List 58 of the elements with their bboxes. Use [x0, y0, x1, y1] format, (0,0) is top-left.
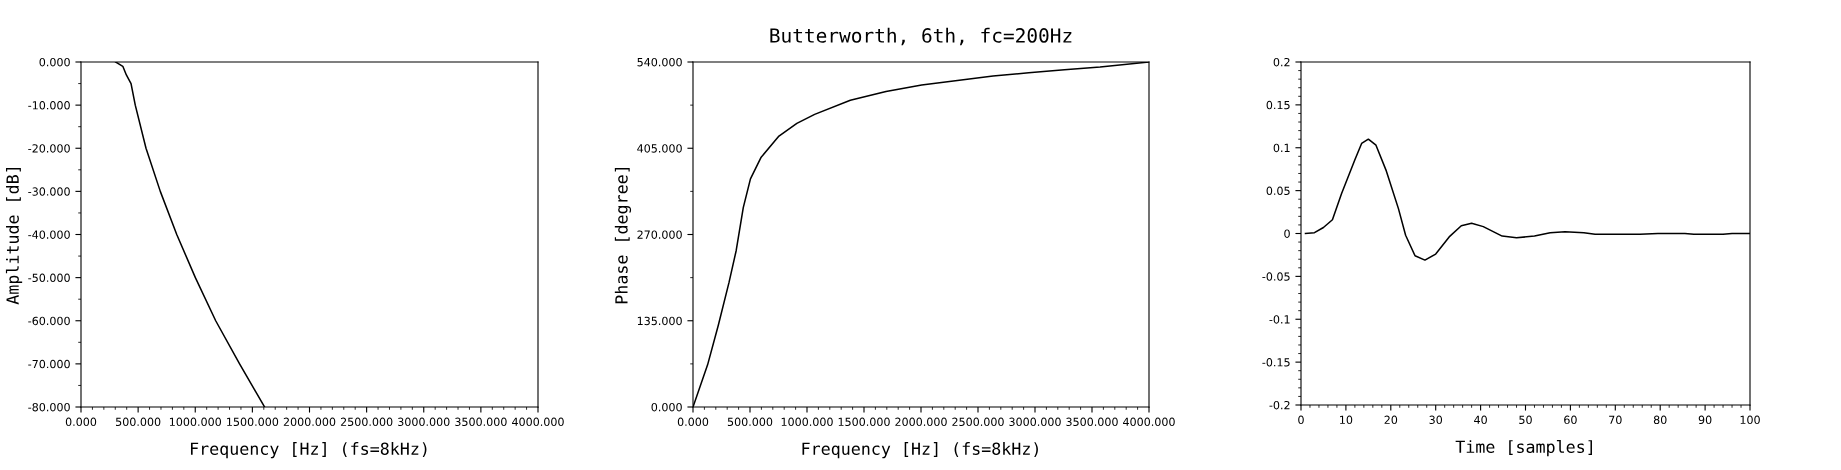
x-axis-title: Frequency [Hz] (fs=8kHz) [190, 442, 427, 459]
y-tick-label: 0.000 [39, 57, 70, 67]
y-tick-label: 0.000 [651, 402, 682, 412]
x-tick-label: 3000.000 [1009, 417, 1061, 427]
y-tick-label: -0.15 [1262, 358, 1290, 367]
y-tick-label: -40.000 [28, 230, 70, 239]
x-tick-label: 2500.000 [952, 417, 1004, 427]
x-tick-label: 500.000 [116, 417, 161, 427]
x-axis-title: Time [samples] [1455, 440, 1592, 457]
y-tick-label: -70.000 [28, 359, 70, 369]
x-tick-label: 4000.000 [1123, 417, 1175, 427]
y-axis-title: Phase [degree] [614, 168, 632, 304]
x-tick-label: 1500.000 [227, 417, 279, 427]
x-tick-label: 20 [1384, 415, 1398, 425]
x-tick-label: 0 [1298, 415, 1304, 425]
x-tick-label: 30 [1429, 415, 1443, 425]
x-tick-label: 10 [1340, 415, 1353, 425]
x-tick-label: 70 [1609, 415, 1622, 425]
x-tick-label: 3000.000 [398, 417, 450, 427]
x-tick-label: 60 [1564, 415, 1577, 425]
y-tick-label: -0.1 [1269, 315, 1290, 324]
y-tick-label: -0.05 [1262, 272, 1290, 281]
x-tick-label: 0.000 [677, 417, 709, 427]
y-tick-label: -30.000 [28, 187, 70, 196]
x-tick-label: 1500.000 [838, 417, 890, 427]
x-tick-label: 4000.000 [512, 417, 564, 427]
y-tick-label: -10.000 [28, 101, 70, 110]
x-tick-label: 2500.000 [340, 417, 393, 427]
y-tick-label: 0 [1284, 229, 1290, 238]
y-tick-label: -0.2 [1269, 400, 1290, 410]
x-tick-label: 0.000 [65, 417, 97, 427]
x-tick-label: 3500.000 [455, 417, 507, 427]
y-tick-label: -20.000 [28, 144, 70, 153]
x-tick-label: 90 [1698, 415, 1712, 425]
x-tick-label: 3500.000 [1066, 417, 1118, 427]
x-tick-label: 2000.000 [283, 417, 336, 427]
y-tick-label: 0.2 [1273, 57, 1290, 67]
x-axis-title: Frequency [Hz] (fs=8kHz) [802, 442, 1038, 459]
x-tick-label: 40 [1474, 415, 1487, 425]
y-axis-title: Amplitude [dB] [5, 168, 23, 305]
x-tick-label: 1000.000 [781, 417, 833, 427]
x-tick-label: 500.000 [727, 417, 773, 427]
y-tick-label: 540.000 [637, 57, 682, 67]
y-tick-label: 405.000 [637, 144, 682, 153]
x-tick-label: 80 [1653, 415, 1667, 425]
x-tick-label: 2000.000 [895, 417, 947, 427]
x-tick-label: 100 [1740, 415, 1760, 425]
chart-title: Butterworth, 6th, fc=200Hz [770, 27, 1072, 46]
y-tick-label: -60.000 [28, 316, 70, 326]
y-tick-label: -50.000 [28, 273, 70, 282]
x-tick-label: 1000.000 [169, 417, 222, 427]
y-tick-label: -80.000 [28, 402, 70, 412]
y-tick-label: 0.15 [1266, 100, 1290, 110]
y-tick-label: 0.05 [1266, 186, 1290, 195]
y-tick-label: 270.000 [637, 230, 682, 239]
x-tick-label: 50 [1519, 415, 1532, 425]
y-tick-label: 0.1 [1273, 143, 1290, 153]
y-tick-label: 135.000 [637, 316, 682, 326]
